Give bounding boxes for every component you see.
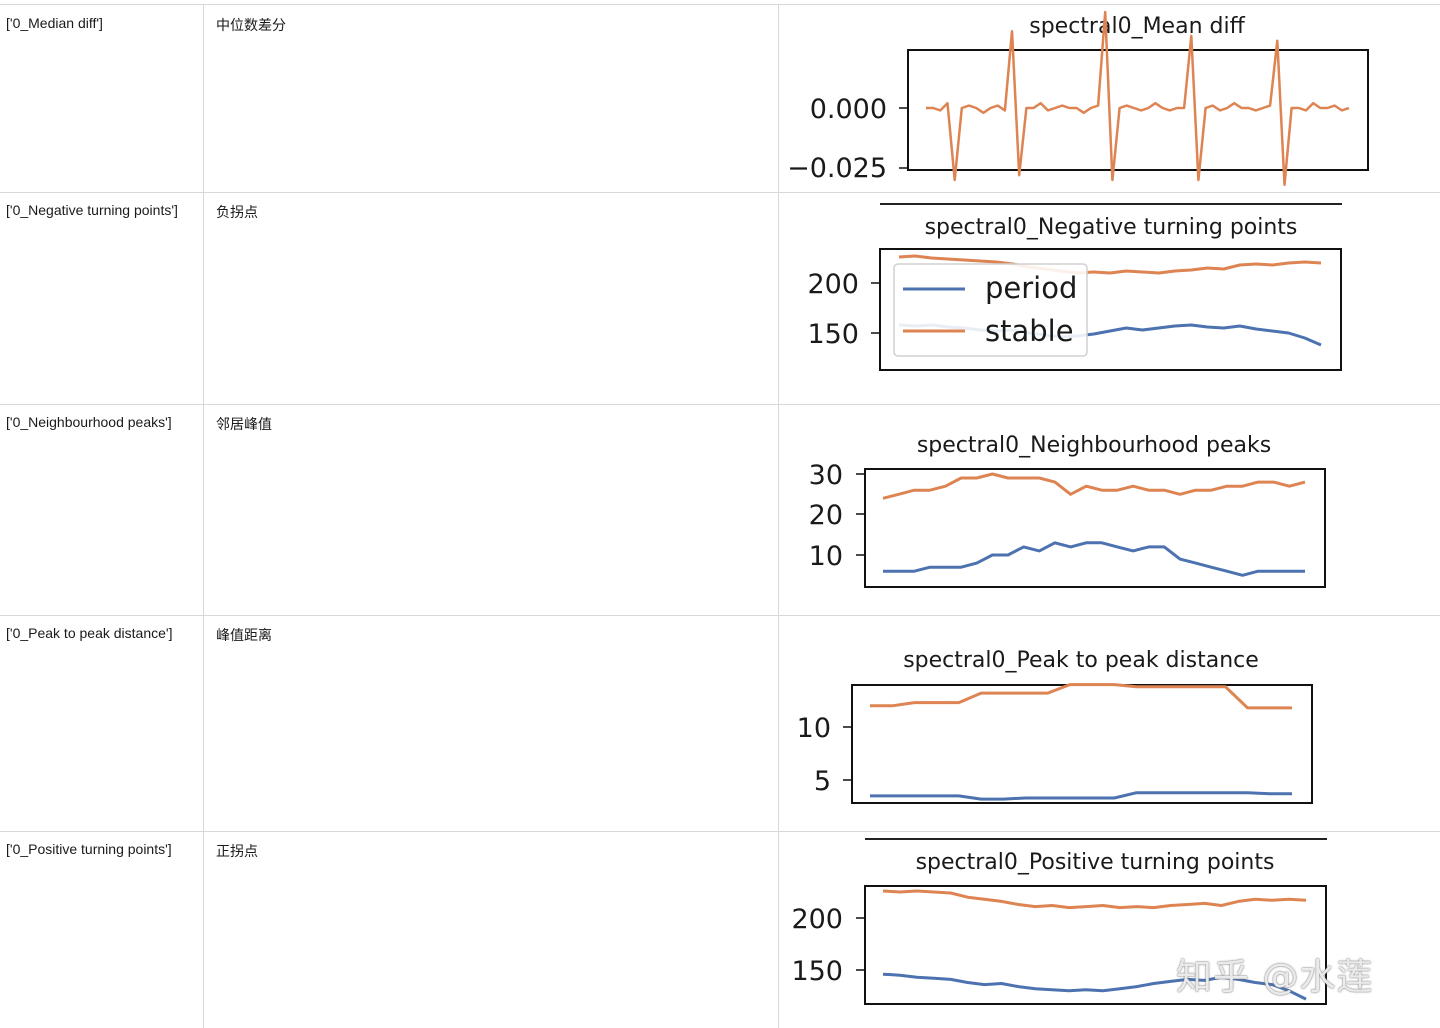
feature-name: ['0_Neighbourhood peaks'] — [6, 414, 172, 430]
plot-area — [882, 889, 1307, 1001]
chinese-name: 峰值距离 — [216, 628, 272, 644]
table-row: ['0_Neighbourhood peaks'] 邻居峰值 spectral0… — [0, 404, 1440, 616]
series-line-stable — [882, 889, 1307, 910]
series-line-period — [870, 791, 1292, 801]
feature-name-cell: ['0_Neighbourhood peaks'] — [0, 404, 204, 615]
table-row: ['0_Negative turning points'] 负拐点 spectr… — [0, 192, 1440, 405]
series-line-period — [882, 972, 1307, 1001]
series-line-period — [883, 541, 1305, 577]
y-tick-label: −0.025 — [787, 153, 887, 184]
chinese-name: 正拐点 — [216, 844, 258, 860]
chart-legend: period stable — [893, 263, 1088, 357]
chinese-name-cell: 正拐点 — [204, 831, 779, 1028]
plot-frame — [879, 248, 1342, 371]
watermark: 知乎 @水莲 — [1176, 957, 1374, 998]
plot-frame — [907, 49, 1369, 171]
chart-cell: spectral0_Negative turning points 200 15… — [779, 192, 1440, 404]
chart-title: spectral0_Peak to peak distance — [903, 648, 1259, 673]
positive-turning-points-chart: spectral0_Positive turning points 200 15… — [791, 838, 1327, 1005]
chart-title: spectral0_Negative turning points — [925, 215, 1298, 240]
y-tick-label: 30 — [809, 460, 843, 491]
feature-name-cell: ['0_Peak to peak distance'] — [0, 615, 204, 831]
chinese-name-cell: 负拐点 — [204, 192, 779, 404]
legend-label-stable: stable — [985, 314, 1074, 348]
series-line-stable — [898, 254, 1322, 275]
y-tick-label: 20 — [809, 500, 843, 531]
chart-title: spectral0_Mean diff — [1029, 14, 1245, 39]
series-line-stable — [870, 683, 1292, 710]
y-tick-label: 10 — [797, 713, 831, 744]
mean-diff-chart: spectral0_Mean diff 0.000 −0.025 — [787, 10, 1369, 187]
y-tick-label: 150 — [791, 956, 843, 987]
plot-frame — [864, 468, 1326, 588]
chinese-name: 负拐点 — [216, 205, 258, 221]
legend-box — [893, 263, 1088, 357]
y-tick-label: 0.000 — [810, 94, 887, 125]
chart-title: spectral0_Positive turning points — [916, 850, 1275, 875]
feature-name-cell: ['0_Median diff'] — [0, 5, 204, 192]
feature-name: ['0_Negative turning points'] — [6, 202, 178, 218]
chinese-name-cell: 中位数差分 — [204, 5, 779, 192]
negative-turning-points-chart: spectral0_Negative turning points 200 15… — [807, 203, 1342, 371]
table-row: ['0_Median diff'] 中位数差分 spectral0_Mean d… — [0, 5, 1440, 193]
chart-title: spectral0_Neighbourhood peaks — [917, 433, 1271, 458]
feature-name-cell: ['0_Positive turning points'] — [0, 831, 204, 1028]
plot-area — [882, 472, 1306, 577]
table-row: ['0_Peak to peak distance'] 峰值距离 spectra… — [0, 615, 1440, 832]
series-line-stable — [882, 472, 1306, 500]
y-tick-label: 5 — [814, 766, 831, 797]
y-tick-label: 10 — [809, 541, 843, 572]
y-tick-label: 200 — [791, 904, 843, 935]
chart-cell: spectral0_Peak to peak distance 10 5 — [779, 615, 1440, 831]
neighbourhood-peaks-chart: spectral0_Neighbourhood peaks 30 20 10 — [809, 433, 1326, 588]
feature-name: ['0_Peak to peak distance'] — [6, 625, 173, 641]
chart-cell: spectral0_Mean diff 0.000 −0.025 — [779, 5, 1440, 192]
chinese-name-cell: 邻居峰值 — [204, 404, 779, 615]
plot-area — [870, 683, 1292, 801]
legend-label-period: period — [985, 271, 1077, 305]
table-row: ['0_Positive turning points'] 正拐点 spectr… — [0, 831, 1440, 1028]
feature-name: ['0_Median diff'] — [6, 15, 103, 31]
feature-name-cell: ['0_Negative turning points'] — [0, 192, 204, 404]
y-tick-label: 200 — [807, 269, 859, 300]
feature-name: ['0_Positive turning points'] — [6, 841, 172, 857]
chinese-name: 中位数差分 — [216, 18, 286, 34]
chart-cell: spectral0_Neighbourhood peaks 30 20 10 — [779, 404, 1440, 615]
chinese-name: 邻居峰值 — [216, 417, 272, 433]
plot-area — [926, 10, 1350, 187]
series-line-stable — [926, 10, 1350, 187]
plot-frame — [864, 885, 1327, 1005]
y-tick-label: 150 — [807, 319, 859, 350]
chinese-name-cell: 峰值距离 — [204, 615, 779, 831]
chart-cell: spectral0_Positive turning points 200 15… — [779, 831, 1440, 1028]
peak-to-peak-distance-chart: spectral0_Peak to peak distance 10 5 — [797, 648, 1313, 804]
feature-table: ['0_Median diff'] 中位数差分 spectral0_Mean d… — [0, 4, 1440, 1028]
